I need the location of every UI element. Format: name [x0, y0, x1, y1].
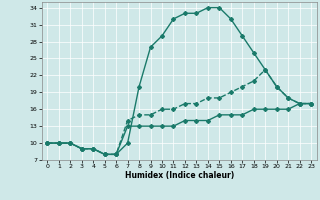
- X-axis label: Humidex (Indice chaleur): Humidex (Indice chaleur): [124, 171, 234, 180]
